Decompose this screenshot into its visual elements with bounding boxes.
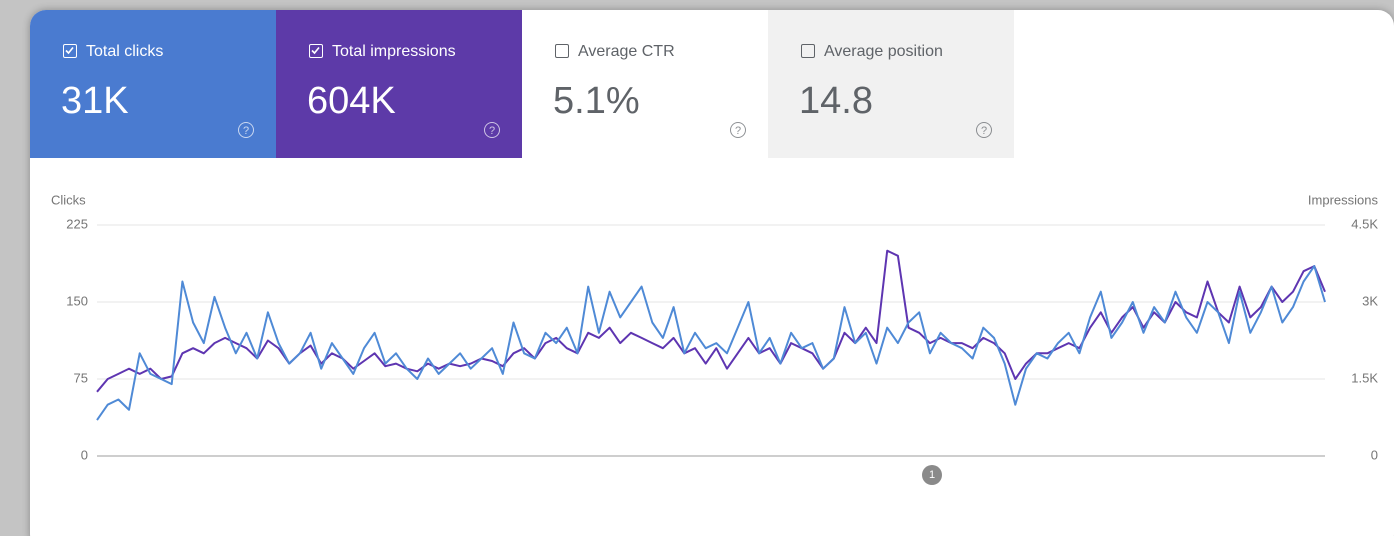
series-line: [97, 251, 1325, 392]
y2-tick-label: 1.5K: [1351, 370, 1378, 385]
y2-tick-label: 0: [1371, 447, 1378, 462]
chart: Clicks Impressions 0 75 150 225 0 1.5K 3K 4.5K 1: [0, 0, 1394, 536]
page: Total clicks31K?Total impressions604K?Av…: [0, 0, 1394, 536]
y2-tick-label: 3K: [1362, 293, 1378, 308]
y-tick-label: 75: [74, 370, 88, 385]
y-tick-label: 0: [81, 447, 88, 462]
y-tick-label: 150: [66, 293, 88, 308]
annotation-label[interactable]: 1: [929, 469, 935, 481]
y2-tick-label: 4.5K: [1351, 216, 1378, 231]
y-axis-title: Clicks: [51, 192, 86, 207]
y-tick-label: 225: [66, 216, 88, 231]
series-line: [97, 266, 1325, 420]
y2-axis-title: Impressions: [1308, 192, 1379, 207]
